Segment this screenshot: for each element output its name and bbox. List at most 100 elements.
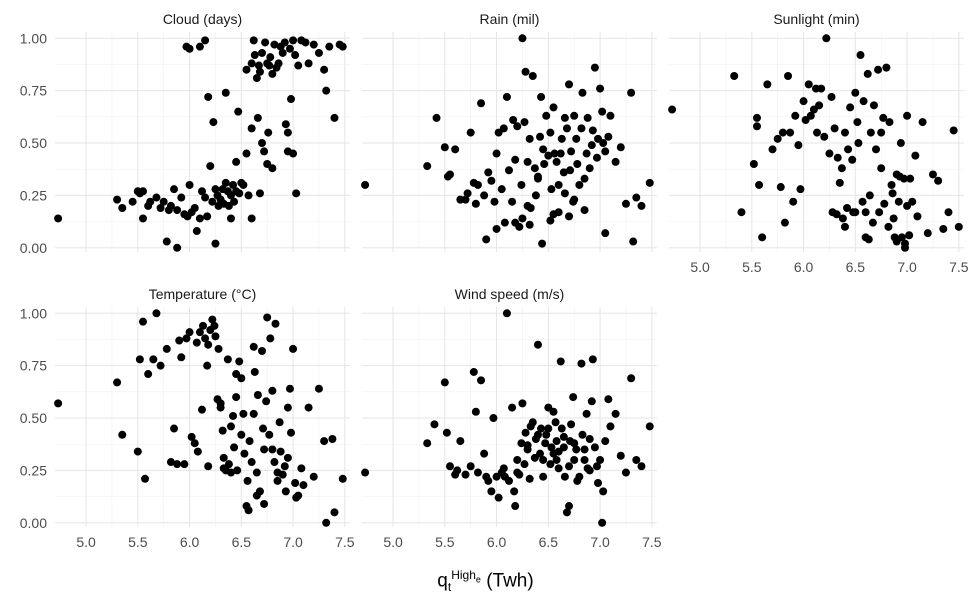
- data-point: [500, 218, 509, 227]
- data-point: [875, 208, 884, 217]
- data-point: [796, 185, 805, 194]
- y-tick-label: 0.50: [20, 410, 47, 426]
- data-point: [763, 80, 772, 89]
- data-point: [463, 189, 472, 198]
- data-point: [523, 157, 532, 166]
- data-point: [502, 92, 511, 101]
- data-point: [292, 189, 301, 198]
- data-point: [133, 447, 142, 456]
- data-point: [611, 409, 620, 418]
- data-point: [152, 309, 161, 318]
- data-point: [880, 199, 889, 208]
- data-point: [484, 476, 493, 485]
- data-point: [868, 218, 877, 227]
- data-point: [210, 321, 219, 330]
- data-point: [632, 455, 641, 464]
- data-point: [567, 420, 576, 429]
- data-point: [118, 430, 127, 439]
- data-point: [536, 132, 545, 141]
- data-point: [906, 174, 915, 183]
- data-point: [219, 453, 228, 462]
- data-point: [637, 462, 646, 471]
- data-point: [884, 222, 893, 231]
- data-point: [233, 466, 242, 475]
- data-point: [511, 155, 520, 164]
- data-point: [258, 347, 267, 355]
- data-point: [872, 145, 881, 154]
- data-point: [616, 451, 625, 460]
- data-point: [330, 508, 339, 517]
- data-point: [590, 443, 599, 452]
- data-point: [575, 472, 584, 481]
- x-tick-label: 7.0: [897, 259, 917, 275]
- data-point: [268, 386, 277, 395]
- data-point: [621, 468, 630, 477]
- data-point: [325, 42, 334, 51]
- data-point: [223, 355, 232, 364]
- data-point: [185, 180, 194, 189]
- data-point: [494, 493, 503, 502]
- data-point: [755, 180, 764, 189]
- data-point: [466, 128, 475, 137]
- data-point: [294, 491, 303, 500]
- data-point: [833, 153, 842, 162]
- data-point: [565, 212, 574, 221]
- x-label-sup-text: High: [451, 568, 476, 582]
- data-point: [882, 63, 891, 72]
- data-point: [604, 132, 613, 141]
- data-point: [525, 134, 534, 143]
- data-point: [778, 128, 787, 137]
- data-point: [177, 193, 186, 202]
- data-point: [338, 474, 347, 483]
- data-point: [627, 88, 636, 97]
- data-point: [264, 128, 273, 137]
- data-point: [562, 508, 571, 517]
- data-point: [206, 162, 215, 171]
- data-point: [604, 395, 613, 404]
- data-point: [817, 84, 826, 93]
- data-point: [784, 72, 793, 80]
- data-point: [780, 218, 789, 227]
- data-point: [606, 111, 615, 120]
- data-point: [863, 69, 872, 78]
- data-point: [265, 430, 274, 439]
- data-point: [521, 67, 530, 76]
- data-point: [901, 243, 909, 252]
- data-point: [533, 340, 542, 349]
- data-point: [254, 61, 263, 70]
- data-point: [913, 212, 922, 221]
- data-point: [637, 201, 646, 210]
- data-point: [240, 449, 249, 458]
- data-point: [588, 355, 597, 364]
- data-point: [578, 430, 587, 439]
- data-point: [268, 164, 277, 173]
- data-point: [152, 193, 161, 202]
- data-point: [244, 191, 253, 200]
- data-point: [299, 481, 308, 490]
- data-point: [518, 34, 527, 43]
- data-point: [253, 113, 262, 122]
- data-point: [572, 445, 581, 454]
- data-point: [287, 95, 295, 104]
- data-point: [203, 361, 212, 370]
- data-point: [560, 113, 569, 122]
- data-point: [520, 118, 529, 127]
- data-point: [851, 208, 860, 217]
- data-point: [537, 92, 546, 101]
- data-point: [492, 224, 501, 233]
- data-point: [262, 397, 271, 406]
- data-point: [536, 449, 545, 458]
- data-point: [204, 92, 213, 101]
- data-point: [879, 113, 888, 122]
- data-point: [330, 113, 339, 122]
- data-point: [480, 449, 489, 458]
- x-label-base: q: [437, 570, 448, 592]
- data-point: [596, 455, 605, 464]
- data-point: [549, 103, 558, 112]
- data-point: [562, 124, 571, 133]
- data-point: [190, 204, 199, 212]
- data-point: [565, 502, 574, 511]
- data-point: [556, 357, 565, 366]
- data-point: [559, 168, 568, 177]
